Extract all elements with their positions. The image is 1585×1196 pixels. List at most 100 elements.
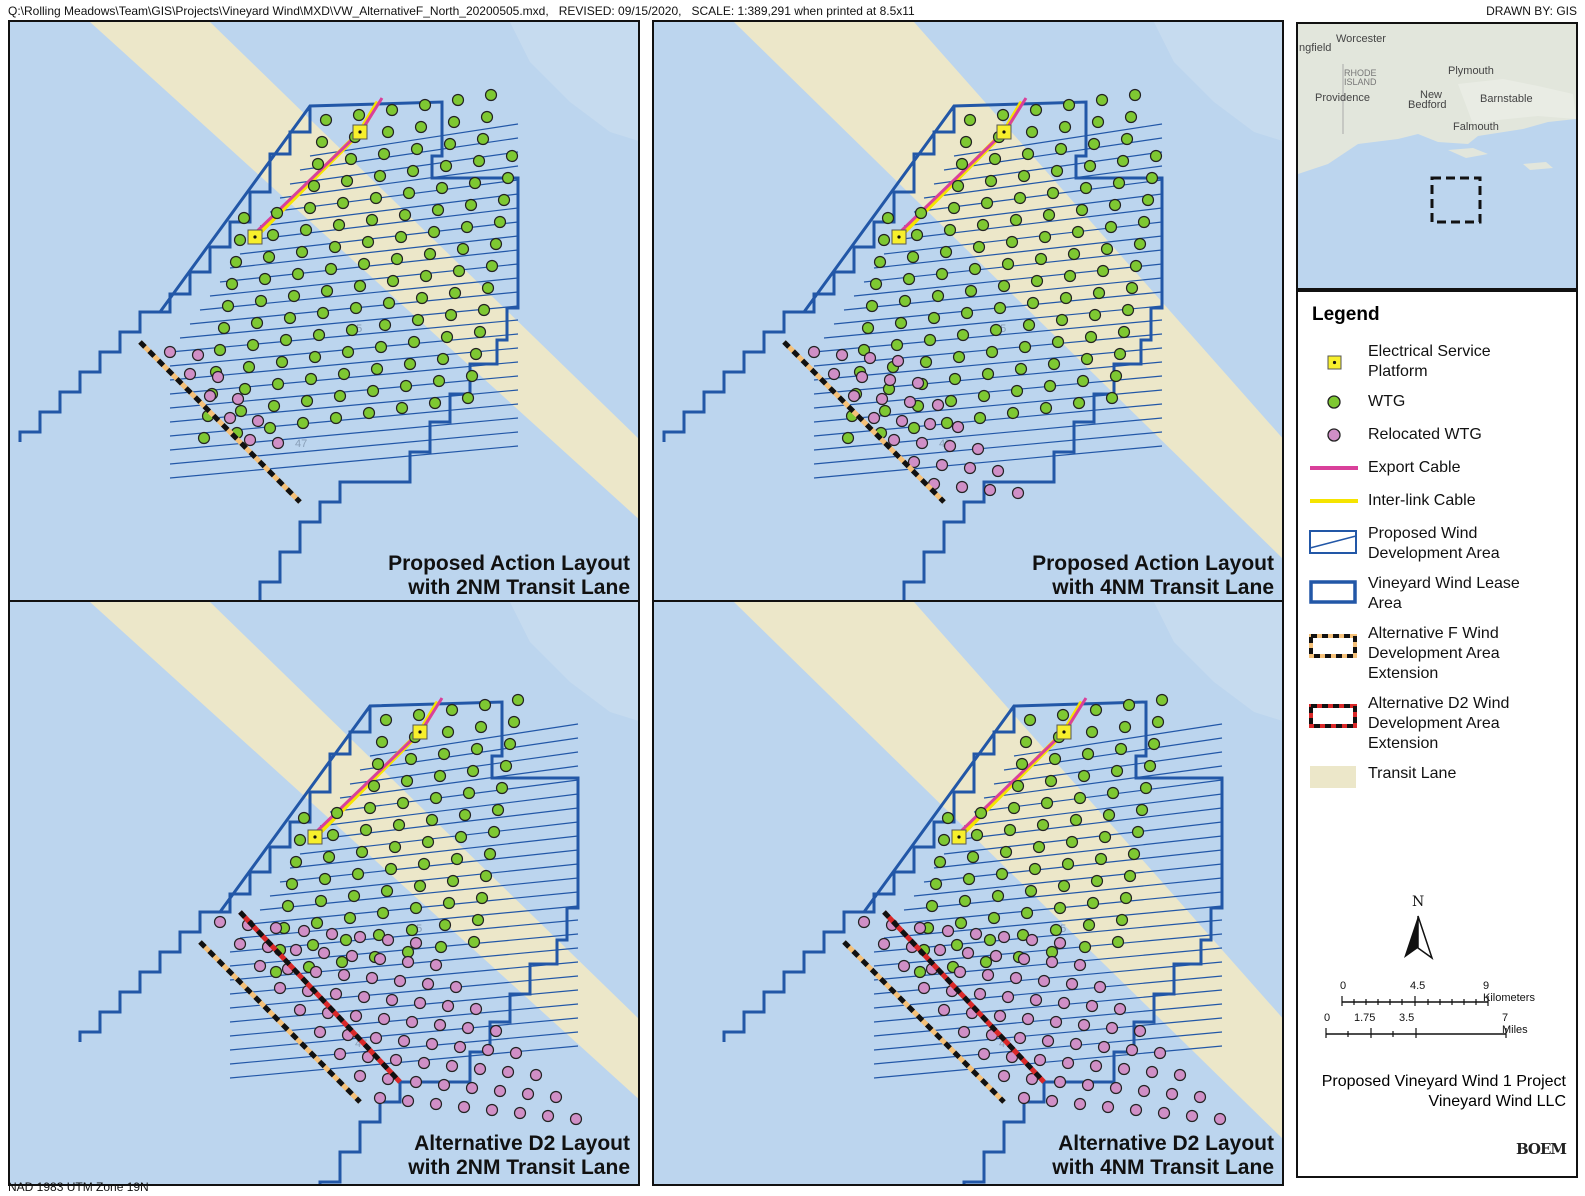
wtg-marker xyxy=(435,181,449,195)
relocated-wtg-marker xyxy=(349,1009,363,1023)
wtg-marker xyxy=(456,242,470,256)
wtg-marker xyxy=(1127,847,1141,861)
relocated-wtg-marker xyxy=(373,1091,387,1105)
inset-locator-map[interactable]: Worcester ngfield RHODE ISLAND Providenc… xyxy=(1296,22,1578,290)
mi-tick-1: 1.75 xyxy=(1354,1012,1376,1024)
wtg-marker xyxy=(401,945,415,959)
wtg-marker xyxy=(1024,884,1038,898)
relocated-wtg-marker xyxy=(937,1003,951,1017)
wtg-marker xyxy=(1106,786,1120,800)
interlink-cable-icon xyxy=(1310,499,1358,503)
wtg-marker xyxy=(931,289,945,303)
wtg-marker xyxy=(943,223,957,237)
wtg-marker xyxy=(316,306,330,320)
wtg-marker xyxy=(1011,779,1025,793)
mi-tick-0: 0 xyxy=(1324,1012,1331,1024)
relocated-wtg-marker xyxy=(389,1053,403,1067)
wtg-marker xyxy=(349,301,363,315)
wtg-marker xyxy=(995,867,1009,881)
wtg-marker xyxy=(487,825,501,839)
wtg-marker xyxy=(1137,215,1151,229)
wtg-marker xyxy=(376,906,390,920)
panel-1-title-line1: Proposed Action Layout xyxy=(388,552,630,575)
relocated-wtg-marker xyxy=(913,921,927,935)
wtg-marker xyxy=(950,938,964,952)
wtg-marker xyxy=(213,343,227,357)
legend-lease-line2: Area xyxy=(1368,595,1402,612)
relocated-wtg-marker xyxy=(1081,1078,1095,1092)
wtg-marker xyxy=(291,267,305,281)
wtg-marker xyxy=(303,201,317,215)
relocated-wtg-marker xyxy=(827,367,841,381)
wtg-marker xyxy=(234,404,248,418)
map-canvas-4[interactable]: 4547 xyxy=(652,600,1284,1186)
wtg-marker xyxy=(427,225,441,239)
wtg-marker xyxy=(1089,703,1103,717)
relocated-wtg-marker xyxy=(1109,1081,1123,1095)
relocated-wtg-marker xyxy=(413,996,427,1010)
relocated-wtg-marker xyxy=(941,924,955,938)
legend-wtg-label: WTG xyxy=(1368,393,1406,410)
relocated-wtg-marker xyxy=(969,927,983,941)
wtg-marker xyxy=(307,179,321,193)
wtg-marker xyxy=(497,193,511,207)
relocated-wtg-marker xyxy=(1129,1103,1143,1117)
wtg-marker xyxy=(385,103,399,117)
relocated-wtg-marker xyxy=(509,1046,523,1060)
relocated-wtg-marker xyxy=(1213,1112,1227,1126)
place-island: ISLAND xyxy=(1344,77,1377,87)
wtg-marker xyxy=(1067,247,1081,261)
relocated-wtg-marker xyxy=(977,1047,991,1061)
wtg-marker xyxy=(1078,940,1092,954)
panel-3-title: Alternative D2 Layout with 2NM Transit La… xyxy=(408,1132,630,1180)
wtg-marker xyxy=(1081,747,1095,761)
wtg-marker xyxy=(1051,335,1065,349)
wtg-marker xyxy=(951,179,965,193)
relocated-wtg-marker xyxy=(357,990,371,1004)
relocated-wtg-marker xyxy=(513,1106,527,1120)
wtg-marker xyxy=(254,294,268,308)
wtg-marker xyxy=(1077,769,1091,783)
wtg-marker xyxy=(923,333,937,347)
relocated-wtg-icon xyxy=(1327,428,1341,442)
wtg-marker xyxy=(485,259,499,273)
wtg-marker xyxy=(299,223,313,237)
wtg-marker xyxy=(1057,879,1071,893)
relocated-wtg-marker xyxy=(911,376,925,390)
place-worcester: Worcester xyxy=(1336,33,1386,45)
wtg-marker xyxy=(1096,264,1110,278)
wtg-marker xyxy=(403,357,417,371)
wtg-marker xyxy=(1028,862,1042,876)
legend-title: Legend xyxy=(1312,304,1380,325)
wtg-marker xyxy=(333,389,347,403)
relocated-wtg-marker xyxy=(203,389,217,403)
map-canvas-2[interactable]: 4547 xyxy=(652,20,1284,606)
wtg-marker xyxy=(320,284,334,298)
wtg-marker xyxy=(484,88,498,102)
wtg-marker xyxy=(1015,757,1029,771)
map-canvas-1[interactable]: 4547 xyxy=(8,20,640,606)
km-tick-2: 9 Kilometers xyxy=(1483,980,1535,1004)
relocated-wtg-marker xyxy=(887,433,901,447)
inset-cape xyxy=(1458,79,1576,124)
wtg-marker xyxy=(1100,242,1114,256)
legend-esp-line1: Electrical Service xyxy=(1368,343,1491,360)
map-canvas-3[interactable]: 4547 xyxy=(8,600,640,1186)
wtg-marker xyxy=(939,245,953,259)
panel-1-title: Proposed Action Layout with 2NM Transit L… xyxy=(388,552,630,600)
wtg-marker xyxy=(410,142,424,156)
relocated-wtg-marker xyxy=(935,458,949,472)
boem-logo-icon: BOEM xyxy=(1516,1140,1567,1158)
wtg-marker xyxy=(409,901,423,915)
wtg-marker xyxy=(1045,945,1059,959)
wtg-marker xyxy=(470,742,484,756)
relocated-wtg-marker xyxy=(333,1047,347,1061)
relocated-wtg-marker xyxy=(1073,958,1087,972)
wtg-marker xyxy=(1058,120,1072,134)
legend-proposed-line1: Proposed Wind xyxy=(1368,525,1478,542)
wtg-marker xyxy=(266,228,280,242)
relocated-wtg-marker xyxy=(895,414,909,428)
legend-panel: Legend Electrical Service Platform WTG Re… xyxy=(1296,290,1578,1178)
relocated-wtg-marker xyxy=(1065,977,1079,991)
